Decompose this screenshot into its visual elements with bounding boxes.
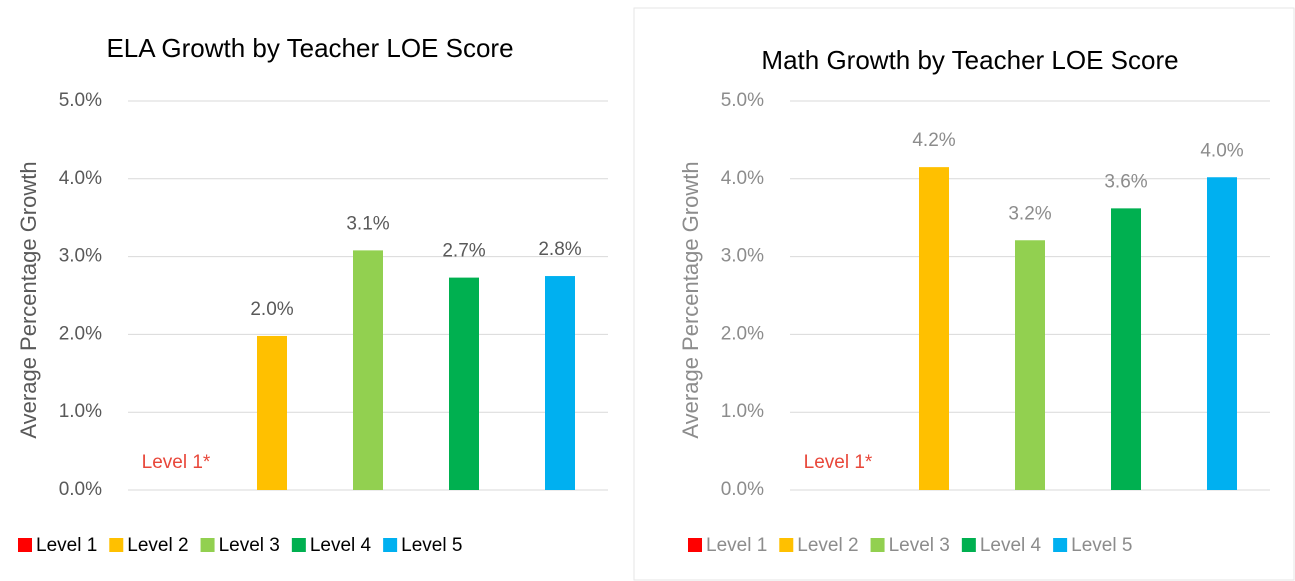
legend-swatch <box>200 538 215 552</box>
legend-swatch <box>18 538 32 552</box>
data-label: 4.0% <box>1200 140 1243 161</box>
legend-label: Level 1 <box>36 535 97 556</box>
legend-label: Level 5 <box>401 535 462 556</box>
legend-swatch <box>109 538 124 552</box>
legend-swatch <box>291 538 306 552</box>
chart-title: Math Growth by Teacher LOE Score <box>761 45 1178 75</box>
y-tick-label: 3.0% <box>59 246 102 267</box>
data-label: 4.2% <box>912 130 955 151</box>
legend-label: Level 4 <box>310 535 372 556</box>
y-tick-label: 4.0% <box>59 168 102 189</box>
data-label: 3.2% <box>1008 203 1051 224</box>
legend-label: Level 3 <box>889 535 950 556</box>
legend-swatch <box>688 538 702 552</box>
legend-label: Level 2 <box>797 535 858 556</box>
chart-1: Math Growth by Teacher LOE Score Average … <box>678 45 1270 556</box>
legend-label: Level 2 <box>127 535 188 556</box>
y-tick-label: 1.0% <box>721 401 764 422</box>
legend-label: Level 1 <box>706 535 767 556</box>
bar <box>545 276 575 490</box>
y-tick-label: 1.0% <box>59 401 102 422</box>
data-label: 2.8% <box>538 239 581 260</box>
y-axis-label: Average Percentage Growth <box>16 161 41 438</box>
data-label: 3.1% <box>346 213 389 234</box>
legend-label: Level 4 <box>980 535 1042 556</box>
bar <box>1207 177 1237 490</box>
legend-swatch <box>1053 538 1068 552</box>
chart-0: ELA Growth by Teacher LOE Score Average P… <box>16 33 608 556</box>
data-label: 2.7% <box>442 241 485 262</box>
legend-swatch <box>870 538 885 552</box>
legend-swatch <box>779 538 794 552</box>
y-tick-label: 5.0% <box>721 90 764 111</box>
chart-title: ELA Growth by Teacher LOE Score <box>106 33 513 63</box>
bar <box>257 335 287 490</box>
bar <box>449 277 479 490</box>
y-tick-label: 0.0% <box>721 479 764 500</box>
y-tick-label: 0.0% <box>59 479 102 500</box>
data-label: 2.0% <box>250 299 293 320</box>
annotation: Level 1* <box>804 452 873 473</box>
legend-label: Level 5 <box>1071 535 1132 556</box>
panel-border <box>633 7 1295 581</box>
y-tick-label: 2.0% <box>721 323 764 344</box>
y-tick-label: 4.0% <box>721 168 764 189</box>
data-label: 3.6% <box>1104 171 1147 192</box>
bar <box>1015 240 1045 490</box>
bar <box>1111 208 1141 490</box>
y-tick-label: 2.0% <box>59 323 102 344</box>
bar <box>353 250 383 490</box>
y-tick-label: 5.0% <box>59 90 102 111</box>
y-tick-label: 3.0% <box>721 246 764 267</box>
legend-swatch <box>961 538 976 552</box>
legend-label: Level 3 <box>219 535 280 556</box>
legend-swatch <box>383 538 398 552</box>
y-axis-label: Average Percentage Growth <box>678 161 703 438</box>
bar <box>919 167 949 490</box>
annotation: Level 1* <box>142 452 211 473</box>
